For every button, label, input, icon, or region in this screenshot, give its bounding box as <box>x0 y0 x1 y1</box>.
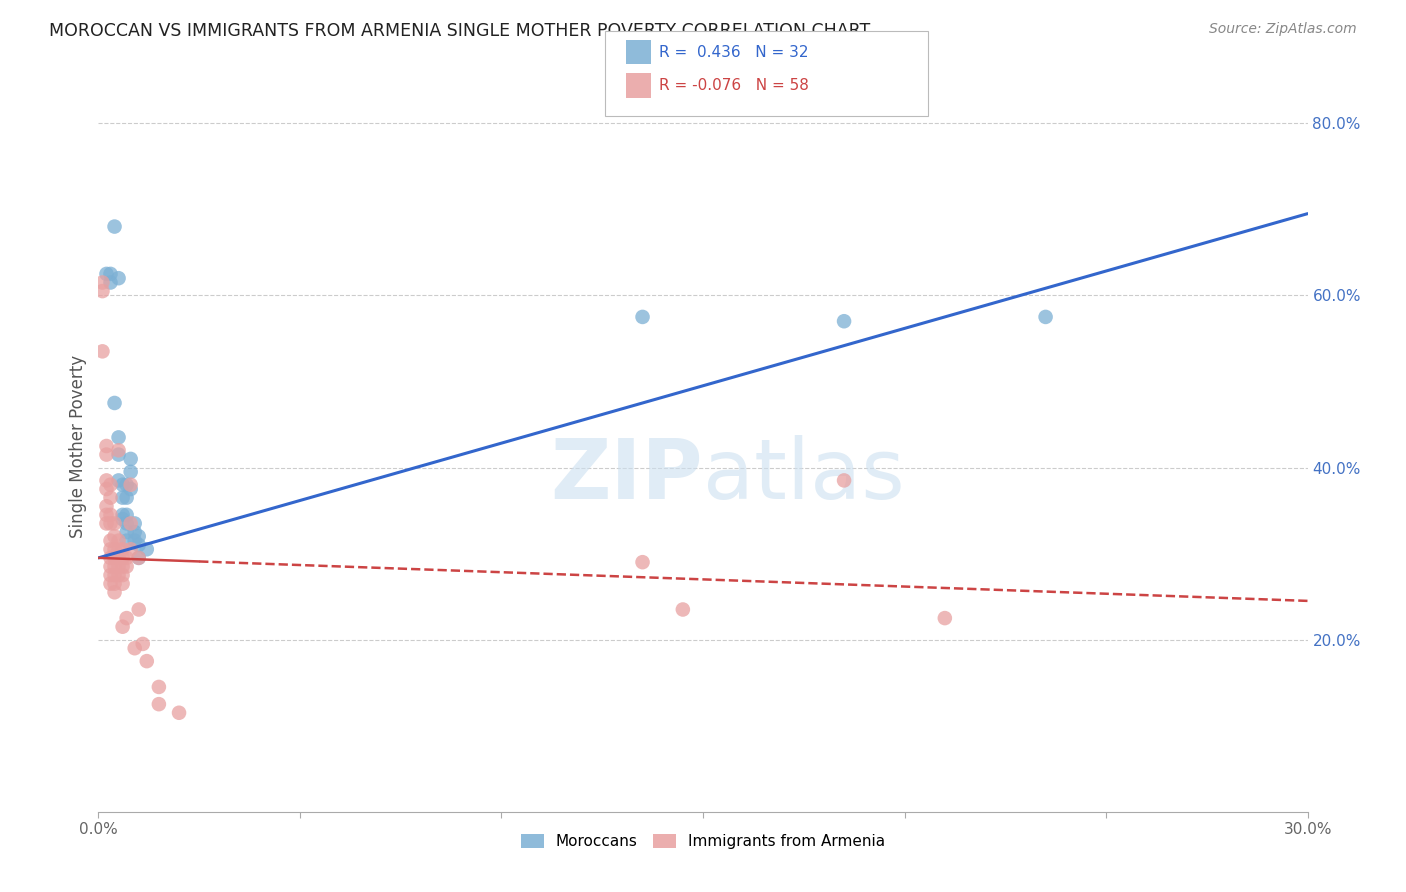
Point <box>128 538 150 552</box>
Point <box>103 516 125 531</box>
Point <box>103 396 125 410</box>
Point <box>96 516 118 531</box>
Point <box>124 516 146 531</box>
Point <box>115 524 138 539</box>
Point <box>96 267 118 281</box>
Point <box>148 697 170 711</box>
Point <box>128 550 150 565</box>
Point <box>135 654 157 668</box>
Text: R =  0.436   N = 32: R = 0.436 N = 32 <box>659 45 808 60</box>
Point <box>1035 310 1057 324</box>
Legend: Moroccans, Immigrants from Armenia: Moroccans, Immigrants from Armenia <box>515 828 891 855</box>
Point <box>107 430 129 444</box>
Point <box>96 508 118 522</box>
Point <box>91 284 114 298</box>
Point <box>672 602 695 616</box>
Point <box>100 267 122 281</box>
Point <box>934 611 956 625</box>
Point <box>96 482 118 496</box>
Point <box>832 314 855 328</box>
Point <box>128 529 150 543</box>
Point <box>100 533 122 548</box>
Y-axis label: Single Mother Poverty: Single Mother Poverty <box>69 354 87 538</box>
Point <box>91 344 114 359</box>
Point <box>103 568 125 582</box>
Text: atlas: atlas <box>703 434 904 516</box>
Point <box>124 524 146 539</box>
Point <box>132 637 155 651</box>
Point <box>100 550 122 565</box>
Point <box>120 465 142 479</box>
Point <box>135 542 157 557</box>
Point <box>100 559 122 574</box>
Point <box>120 482 142 496</box>
Point <box>107 533 129 548</box>
Point <box>115 477 138 491</box>
Point <box>107 448 129 462</box>
Point <box>103 542 125 557</box>
Point <box>115 516 138 531</box>
Point <box>111 550 134 565</box>
Point <box>103 559 125 574</box>
Point <box>107 550 129 565</box>
Point <box>100 568 122 582</box>
Point <box>100 516 122 531</box>
Text: MOROCCAN VS IMMIGRANTS FROM ARMENIA SINGLE MOTHER POVERTY CORRELATION CHART: MOROCCAN VS IMMIGRANTS FROM ARMENIA SING… <box>49 22 870 40</box>
Point <box>128 602 150 616</box>
Text: ZIP: ZIP <box>551 434 703 516</box>
Point <box>91 276 114 290</box>
Point <box>115 508 138 522</box>
Point <box>115 611 138 625</box>
Point <box>100 477 122 491</box>
Point <box>111 508 134 522</box>
Point <box>107 443 129 458</box>
Point <box>100 276 122 290</box>
Point <box>103 576 125 591</box>
Point <box>111 576 134 591</box>
Point <box>111 491 134 505</box>
Point <box>111 559 134 574</box>
Point <box>103 585 125 599</box>
Point <box>115 533 138 548</box>
Point <box>103 550 125 565</box>
Point <box>128 550 150 565</box>
Point <box>107 474 129 488</box>
Point <box>107 559 129 574</box>
Point <box>120 516 142 531</box>
Point <box>96 439 118 453</box>
Point <box>107 568 129 582</box>
Point <box>148 680 170 694</box>
Point <box>111 512 134 526</box>
Point <box>124 641 146 656</box>
Point <box>100 576 122 591</box>
Point <box>111 477 134 491</box>
Point <box>107 542 129 557</box>
Point <box>631 310 654 324</box>
Point <box>115 550 138 565</box>
Point <box>103 219 125 234</box>
Point <box>115 491 138 505</box>
Point <box>120 451 142 466</box>
Point <box>120 542 142 557</box>
Point <box>100 508 122 522</box>
Point <box>167 706 190 720</box>
Point <box>100 542 122 557</box>
Point <box>96 500 118 514</box>
Point <box>103 529 125 543</box>
Point <box>111 620 134 634</box>
Text: R = -0.076   N = 58: R = -0.076 N = 58 <box>659 78 810 93</box>
Point <box>115 559 138 574</box>
Point <box>631 555 654 569</box>
Point <box>96 448 118 462</box>
Point <box>107 271 129 285</box>
Point <box>120 477 142 491</box>
Point <box>100 491 122 505</box>
Text: Source: ZipAtlas.com: Source: ZipAtlas.com <box>1209 22 1357 37</box>
Point <box>124 533 146 548</box>
Point <box>111 568 134 582</box>
Point <box>96 474 118 488</box>
Point <box>111 542 134 557</box>
Point <box>832 474 855 488</box>
